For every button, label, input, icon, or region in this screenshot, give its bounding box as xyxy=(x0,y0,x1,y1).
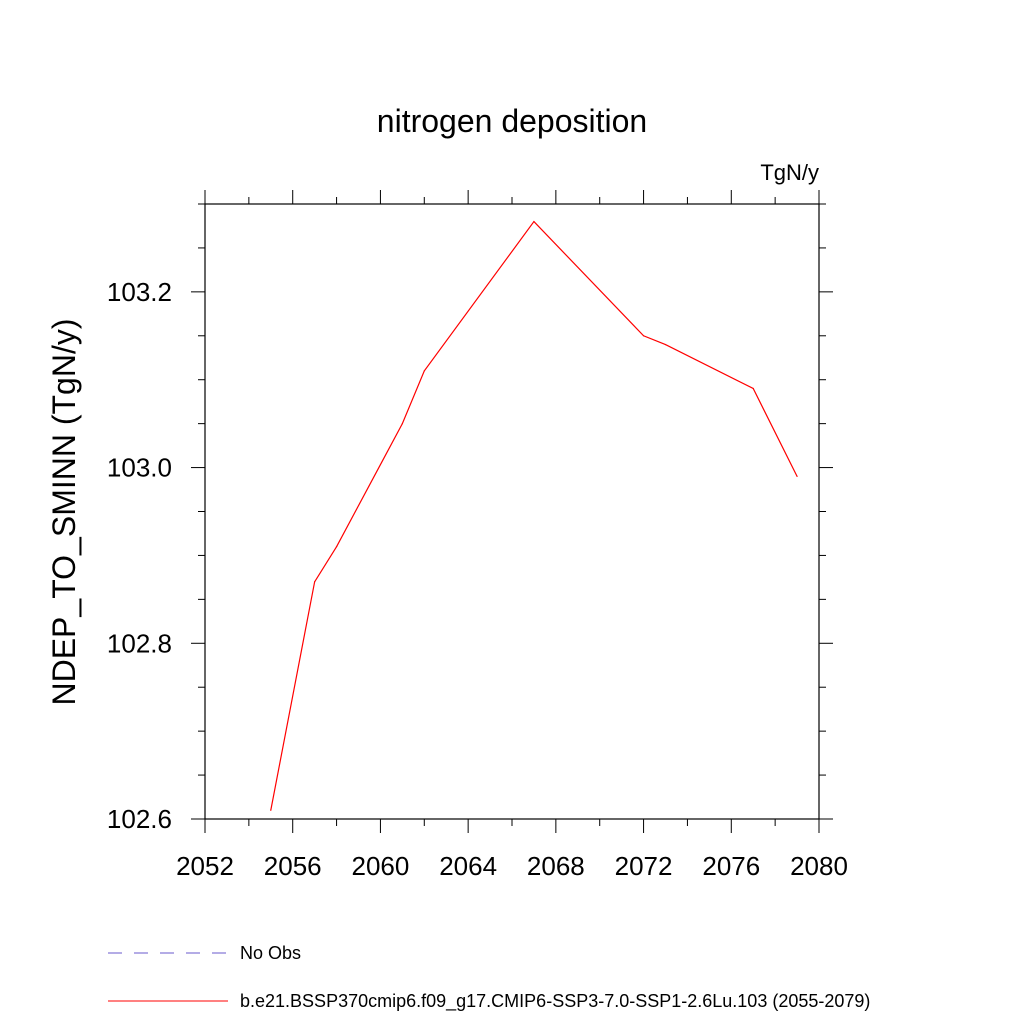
plot-frame xyxy=(204,203,820,820)
series-point xyxy=(533,220,535,223)
series-point xyxy=(270,809,272,811)
x-tick-label: 2076 xyxy=(702,851,760,881)
chart-title: nitrogen deposition xyxy=(377,103,647,139)
units-label: TgN/y xyxy=(760,160,819,185)
series-line xyxy=(270,220,798,811)
y-tick-label: 102.8 xyxy=(107,628,172,658)
y-tick-label: 103.2 xyxy=(107,277,172,307)
x-tick-label: 2060 xyxy=(352,851,410,881)
x-tick-label: 2052 xyxy=(176,851,234,881)
x-tick-label: 2064 xyxy=(439,851,497,881)
series-point xyxy=(664,343,667,346)
x-ticks: 2052 2056 2060 2064 2068 2072 2076 2080 xyxy=(176,190,848,881)
legend-label-model: b.e21.BSSP370cmip6.f09_g17.CMIP6-SSP3-7.… xyxy=(240,991,870,1012)
legend: No Obs b.e21.BSSP370cmip6.f09_g17.CMIP6-… xyxy=(108,943,870,1012)
y-tick-label: 102.6 xyxy=(107,804,172,834)
x-tick-label: 2056 xyxy=(264,851,322,881)
series-point xyxy=(423,370,425,372)
legend-label-no-obs: No Obs xyxy=(240,943,301,963)
x-tick-label: 2072 xyxy=(615,851,673,881)
series-point xyxy=(335,546,338,548)
series-point xyxy=(642,335,645,337)
x-tick-label: 2080 xyxy=(790,851,848,881)
y-ticks: 102.6 102.8 103.0 103.2 xyxy=(107,203,833,834)
y-tick-label: 103.0 xyxy=(107,453,172,483)
x-tick-label: 2068 xyxy=(527,851,585,881)
series-point xyxy=(752,387,754,390)
y-axis-label: NDEP_TO_SMINN (TgN/y) xyxy=(46,318,82,705)
series-point xyxy=(314,581,316,583)
series-point xyxy=(796,475,798,477)
series-layer xyxy=(270,220,798,811)
series-point xyxy=(401,423,403,425)
